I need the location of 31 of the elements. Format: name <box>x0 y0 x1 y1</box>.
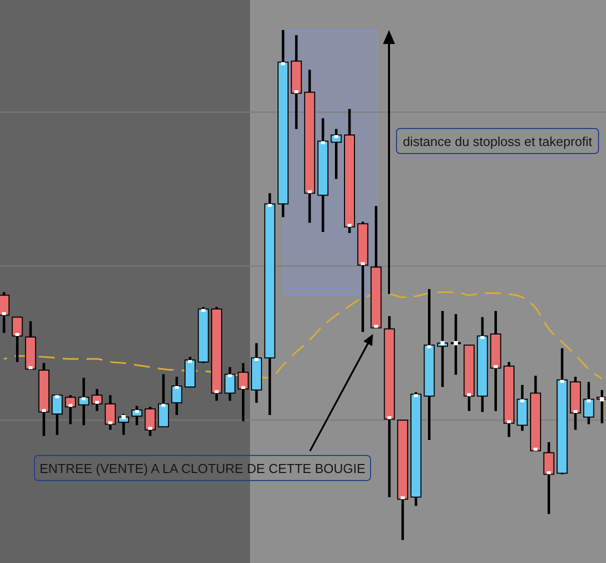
point <box>467 393 472 396</box>
point <box>454 341 458 346</box>
point <box>268 204 272 207</box>
point <box>108 421 112 424</box>
point <box>122 414 126 420</box>
point <box>15 333 20 336</box>
point <box>440 341 445 346</box>
point <box>42 408 46 412</box>
point <box>360 262 365 266</box>
point <box>400 496 405 500</box>
point <box>241 386 246 390</box>
annotation: ENTREE (VENTE) A LA CLOTURE DE CETTE BOUGIE <box>40 460 366 476</box>
point <box>281 62 286 66</box>
point <box>68 404 72 407</box>
point <box>148 426 152 430</box>
point <box>573 410 578 414</box>
point <box>2 312 6 316</box>
point <box>28 366 33 370</box>
annotation: distance du stoploss et takeprofit <box>402 134 592 148</box>
point <box>95 400 100 404</box>
point <box>387 416 392 420</box>
point <box>374 324 378 328</box>
point <box>214 390 219 394</box>
text-box: ENTREE (VENTE) A LA CLOTURE DE CETTE BOUGIE <box>34 455 371 481</box>
point <box>494 365 498 368</box>
text-box: distance du stoploss et takeprofit <box>396 128 599 154</box>
point <box>546 471 551 474</box>
point <box>320 141 325 144</box>
point <box>534 448 538 451</box>
point <box>600 397 604 402</box>
point <box>506 420 511 424</box>
